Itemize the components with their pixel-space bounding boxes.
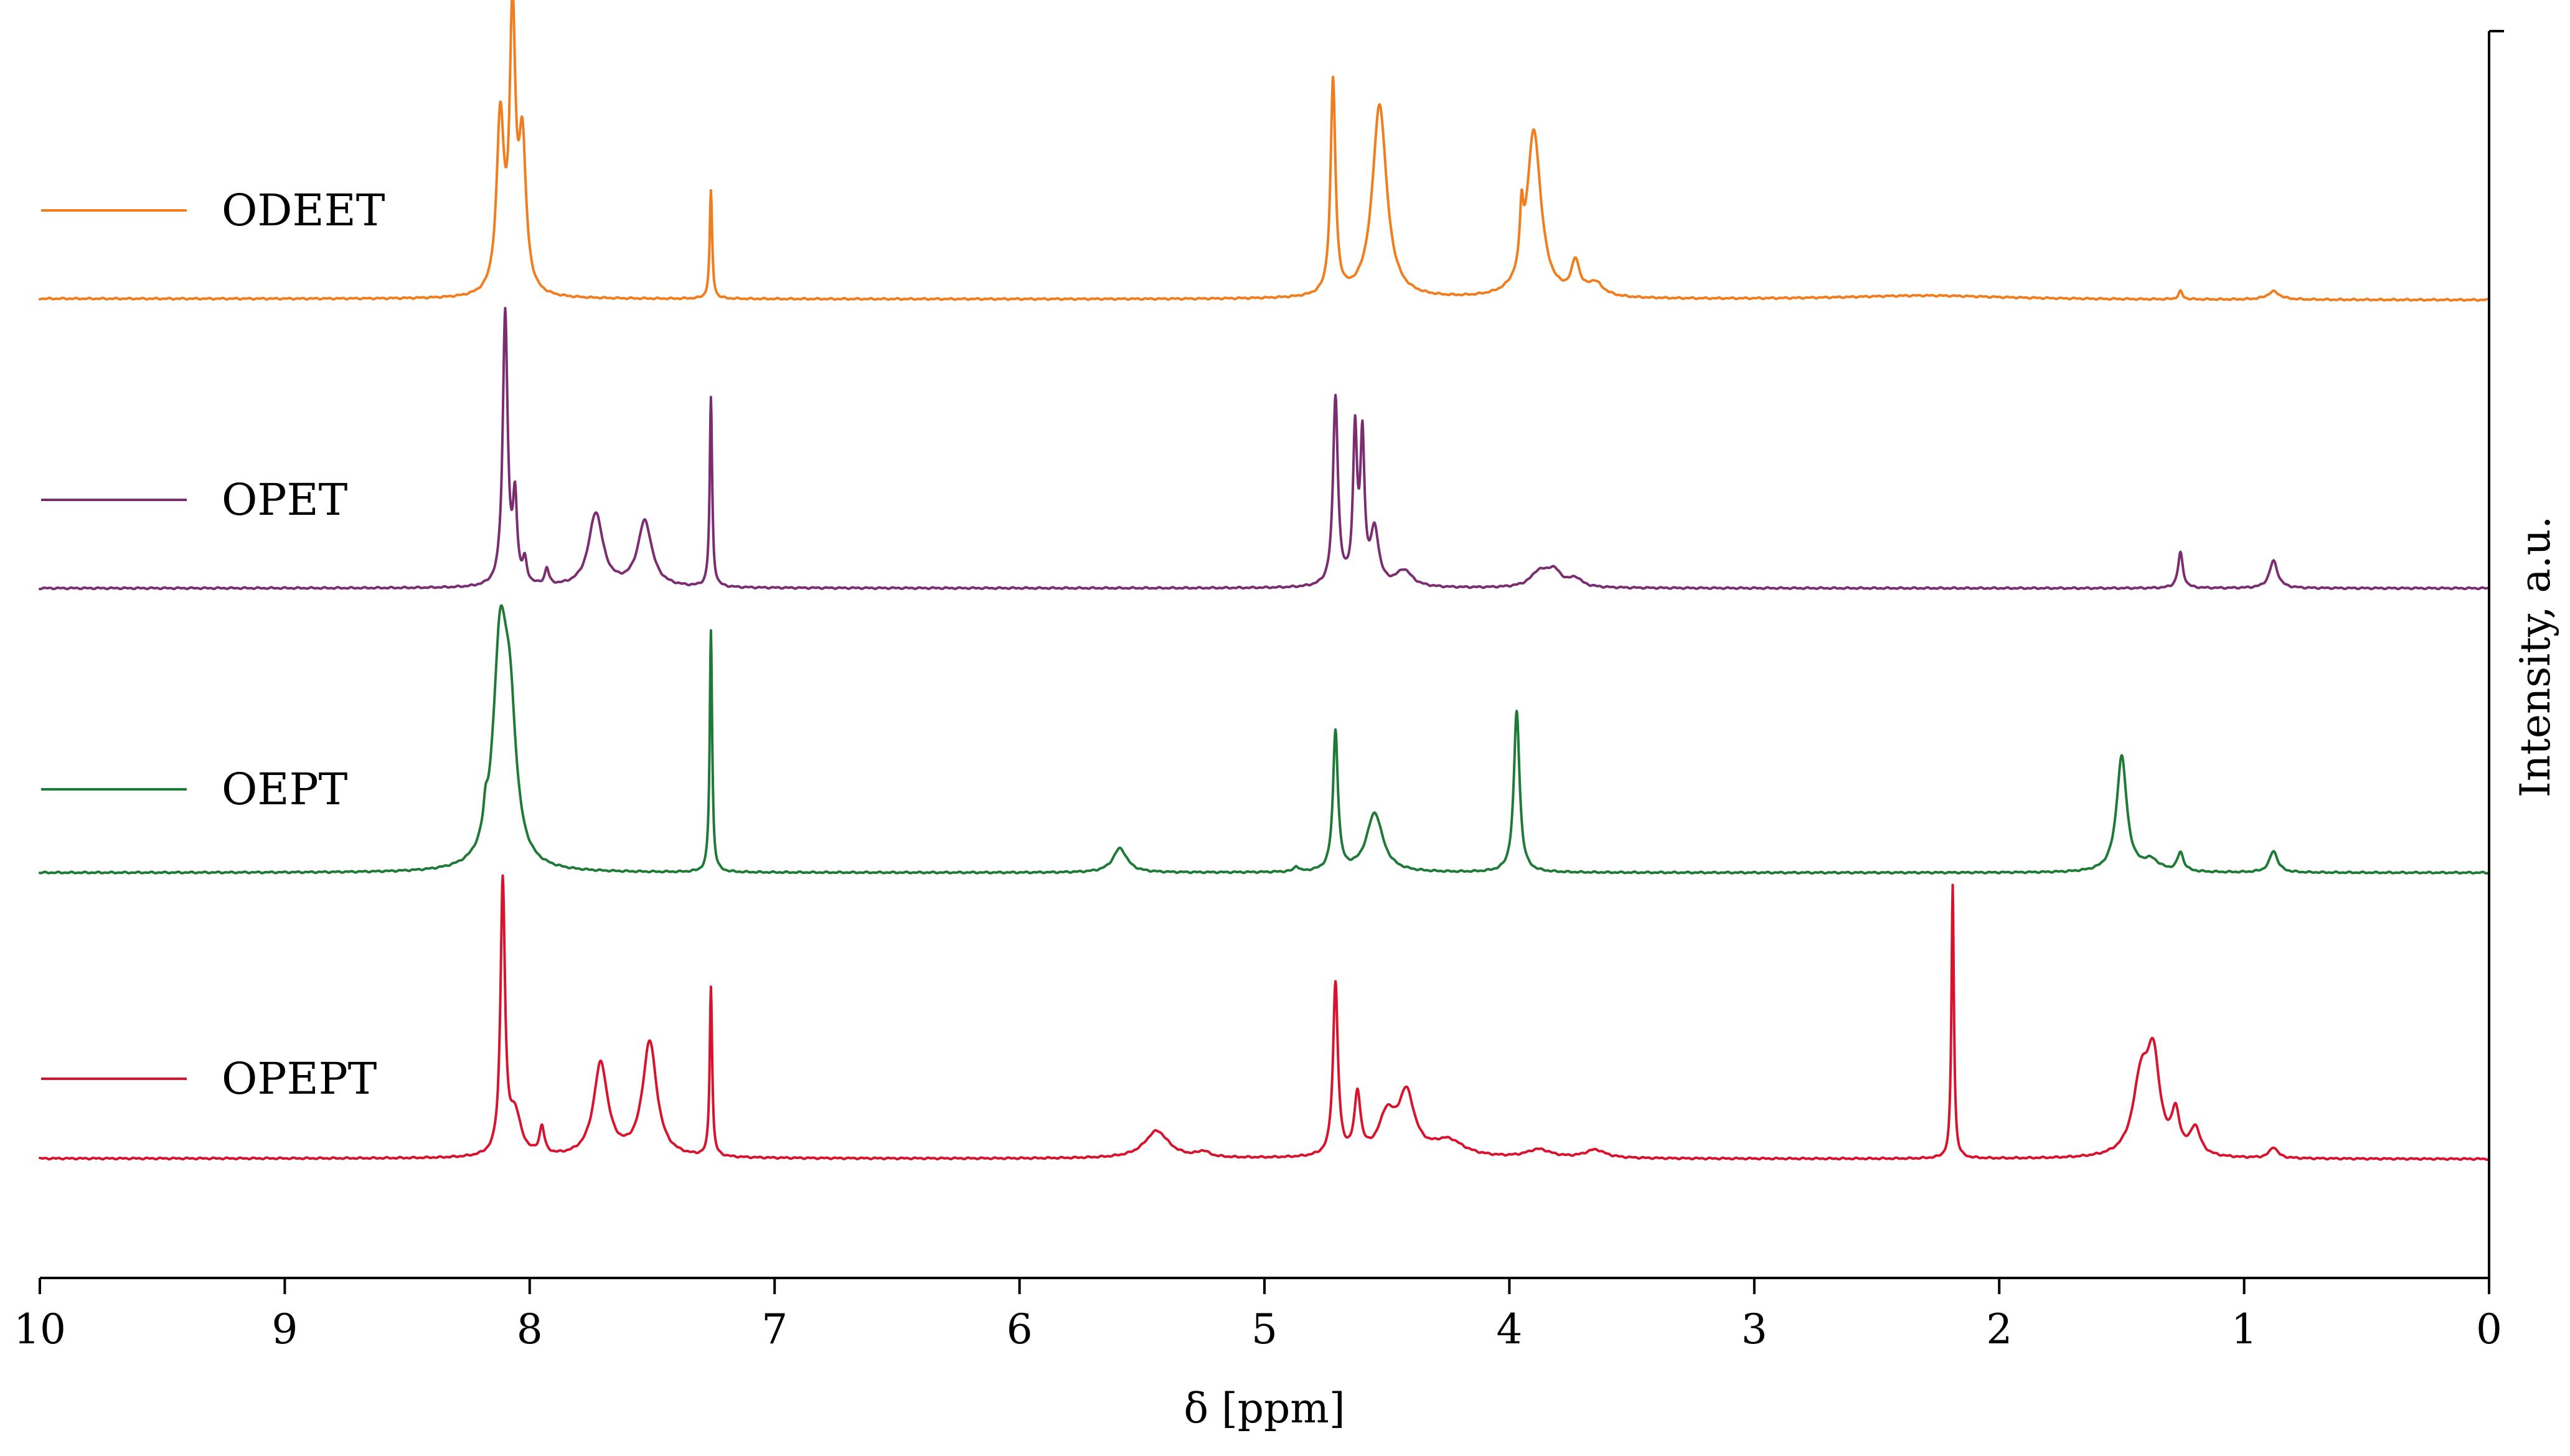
- y-axis-title: Intensity, a.u.: [2511, 516, 2559, 797]
- x-tick-label: 2: [1986, 1305, 2012, 1353]
- x-tick-label: 3: [1741, 1305, 1767, 1353]
- x-tick-label: 6: [1007, 1305, 1033, 1353]
- legend-label-opept: OPEPT: [222, 1053, 377, 1104]
- x-tick-label: 9: [271, 1305, 298, 1353]
- x-axis-title: δ [ppm]: [1184, 1384, 1345, 1432]
- series-line-oept: [39, 604, 2490, 875]
- legend-label-odeet: ODEET: [222, 185, 385, 236]
- series-line-odeet: [39, 0, 2490, 302]
- spectra-traces: [39, 0, 2490, 1161]
- x-tick-label: 10: [14, 1305, 66, 1353]
- series-line-opet: [39, 307, 2490, 591]
- x-tick-label: 1: [2231, 1305, 2257, 1353]
- x-tick-label: 4: [1496, 1305, 1522, 1353]
- legend-label-oept: OEPT: [222, 764, 347, 815]
- legend-label-opet: OPET: [222, 474, 347, 525]
- x-ticks: 10 9 8 7 6 5 4 3 2 1 0: [14, 1278, 2502, 1353]
- x-tick-label: 8: [517, 1305, 543, 1353]
- x-tick-label: 7: [761, 1305, 788, 1353]
- x-tick-label: 5: [1251, 1305, 1278, 1353]
- series-line-opept: [39, 874, 2490, 1161]
- legend: ODEET OPET OEPT OPEPT: [41, 185, 385, 1104]
- x-tick-label: 0: [2476, 1305, 2502, 1353]
